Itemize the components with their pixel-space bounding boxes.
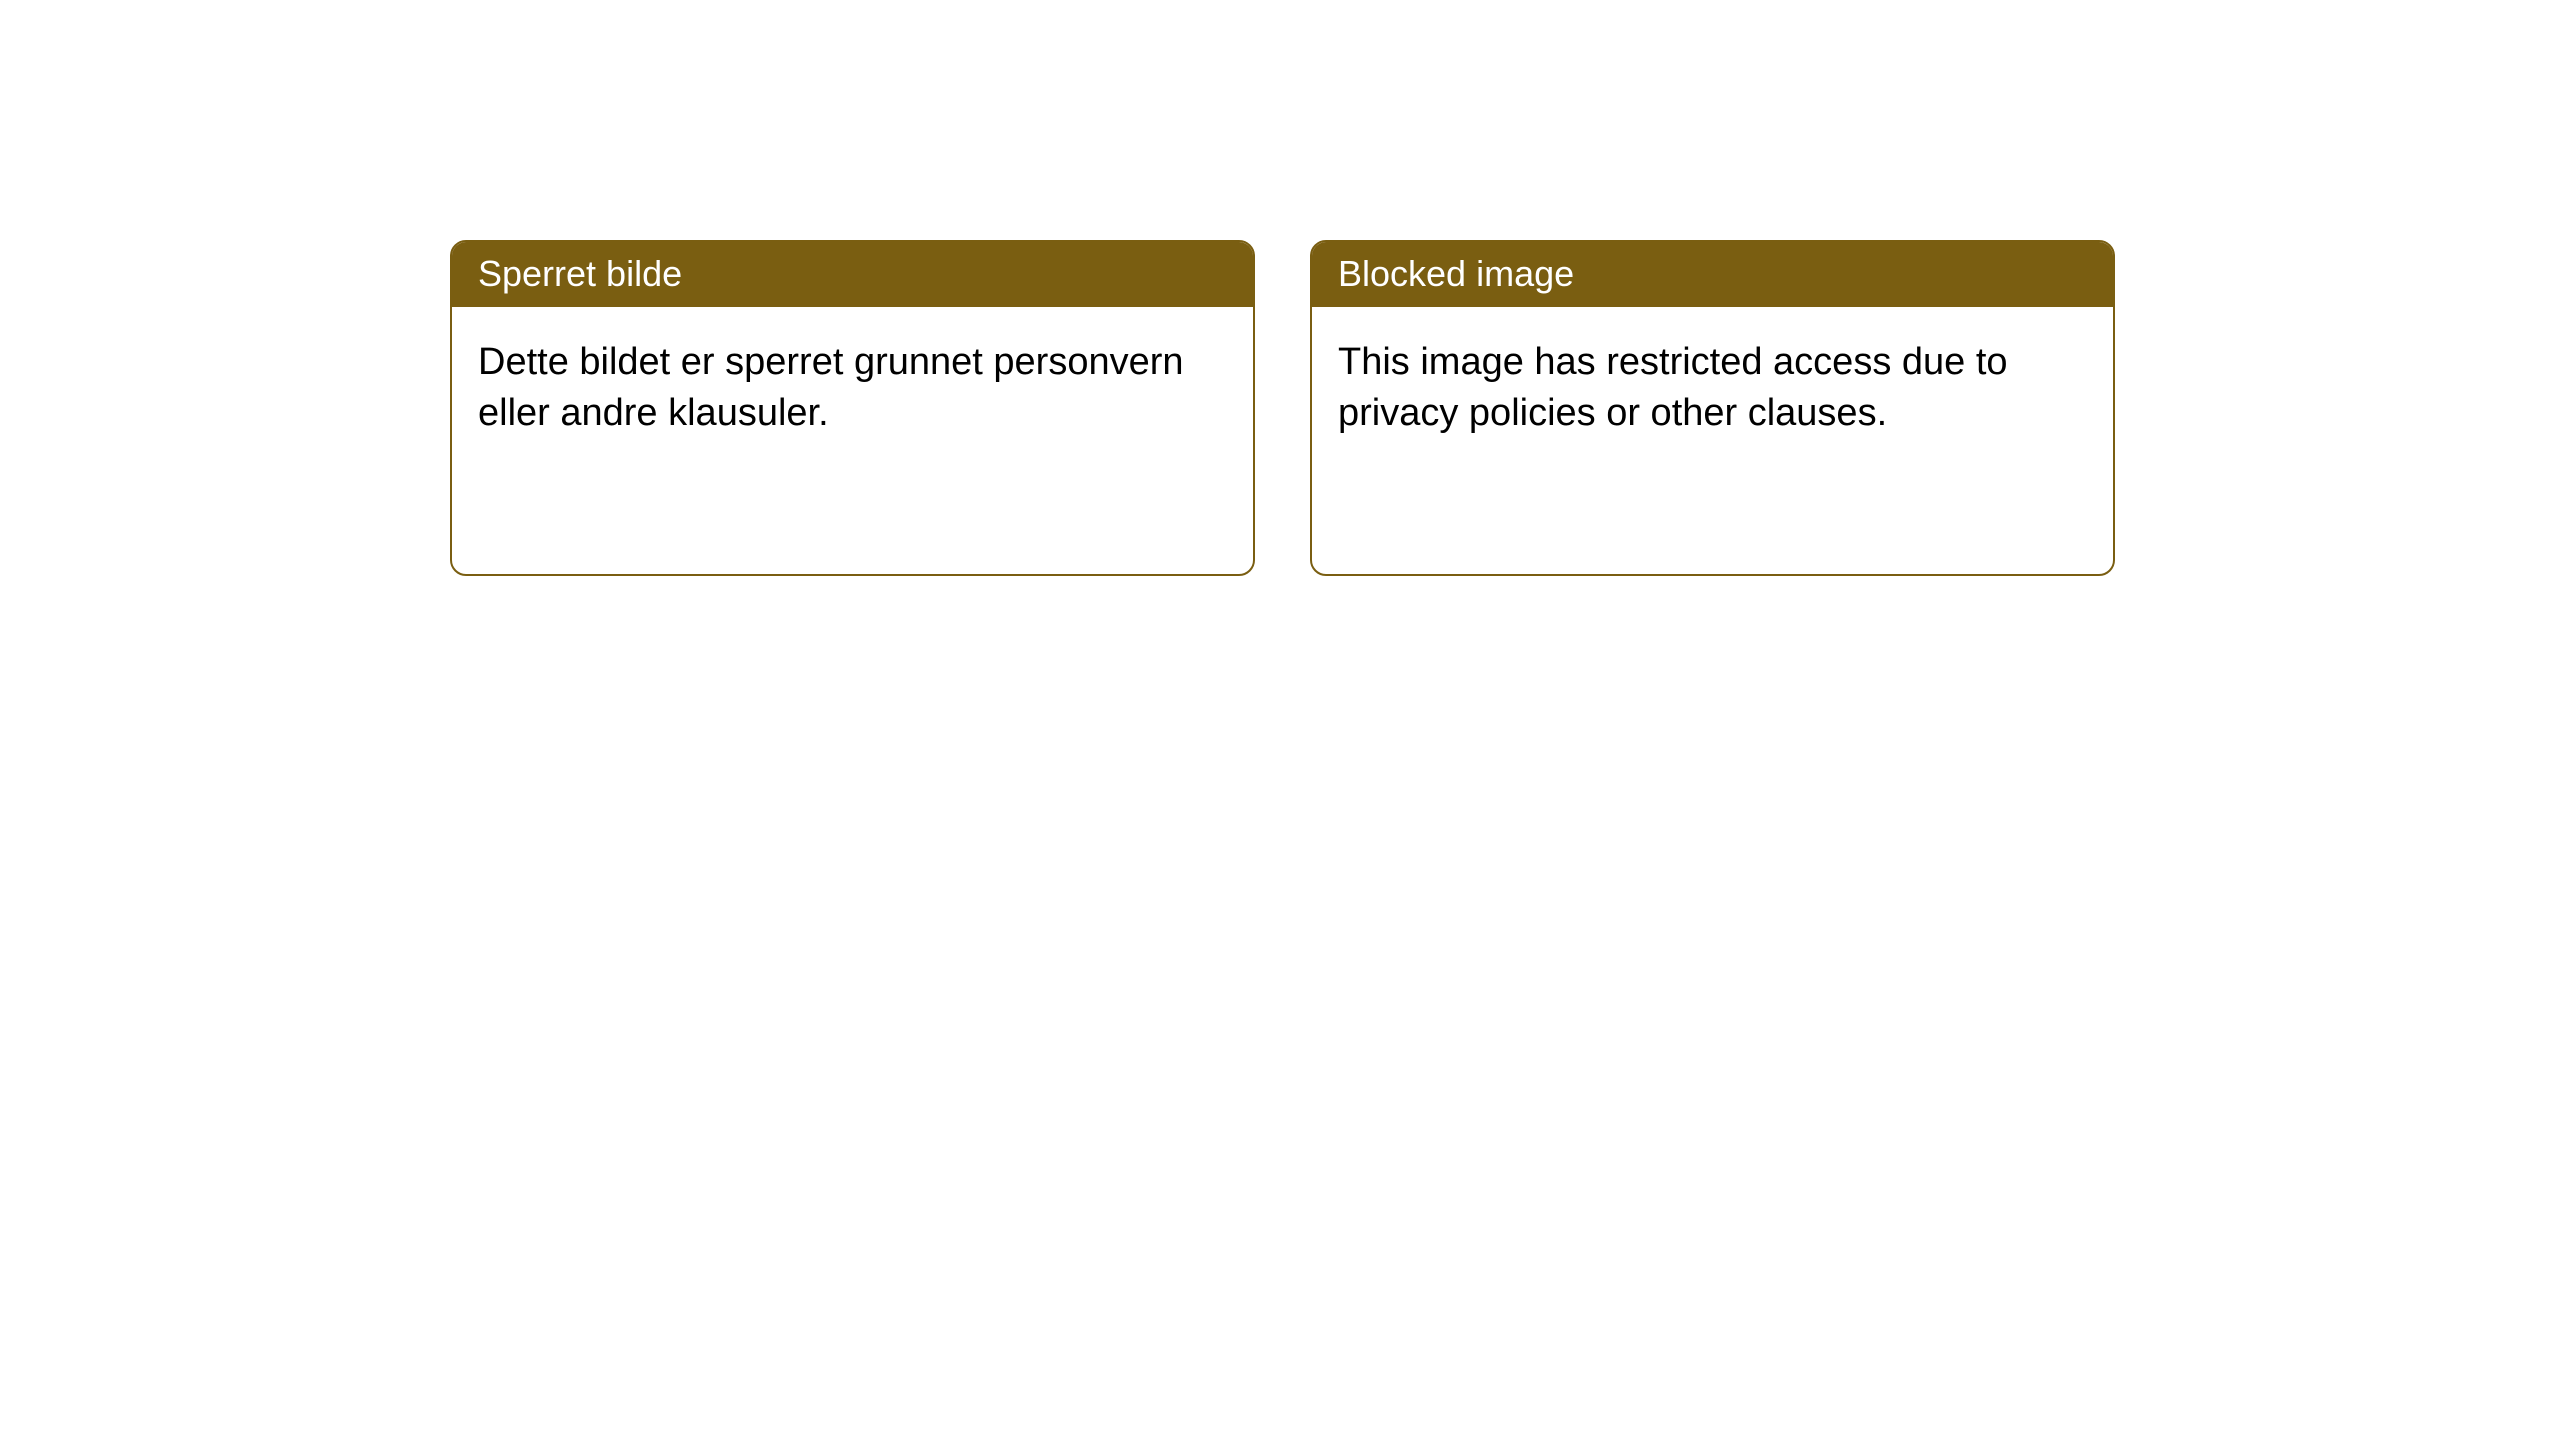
- notice-container: Sperret bilde Dette bildet er sperret gr…: [0, 0, 2560, 576]
- notice-card-norwegian: Sperret bilde Dette bildet er sperret gr…: [450, 240, 1255, 576]
- notice-body: Dette bildet er sperret grunnet personve…: [452, 307, 1253, 466]
- notice-card-english: Blocked image This image has restricted …: [1310, 240, 2115, 576]
- notice-body: This image has restricted access due to …: [1312, 307, 2113, 466]
- notice-header: Blocked image: [1312, 242, 2113, 307]
- notice-header: Sperret bilde: [452, 242, 1253, 307]
